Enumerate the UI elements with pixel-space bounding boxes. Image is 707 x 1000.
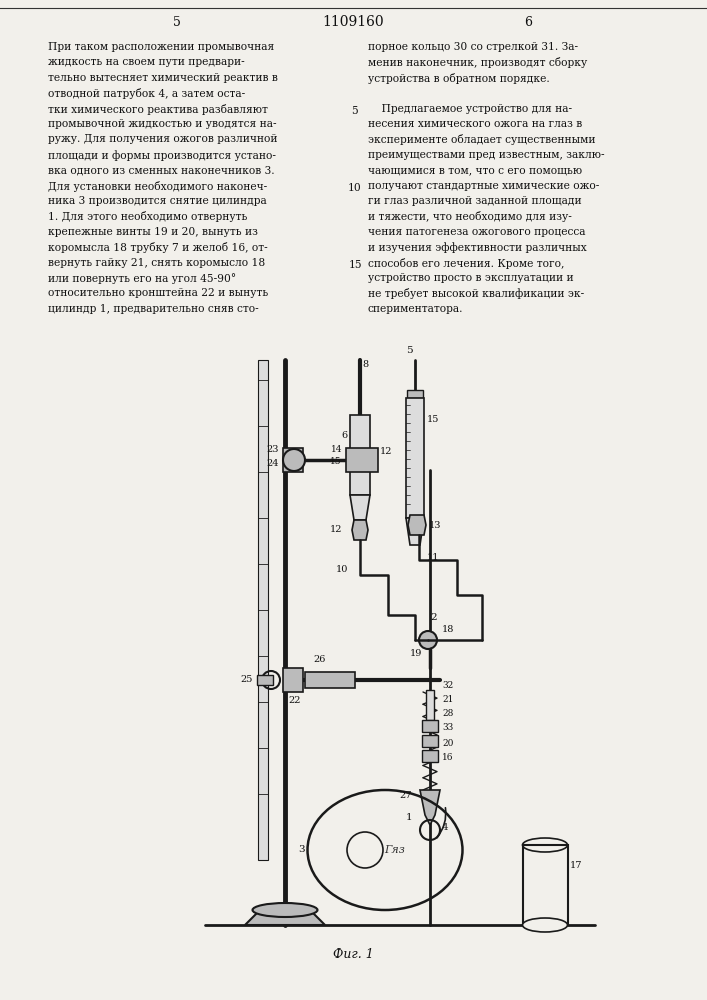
Text: тки химического реактива разбавляют: тки химического реактива разбавляют [48,104,268,115]
Text: 15: 15 [330,458,342,466]
Bar [283,448,303,472]
Text: цилиндр 1, предварительно сняв сто-: цилиндр 1, предварительно сняв сто- [48,304,259,314]
Text: Гяз: Гяз [385,845,405,855]
Text: 5: 5 [351,106,358,116]
Text: и изучения эффективности различных: и изучения эффективности различных [368,242,587,253]
Bar [283,668,303,692]
Bar [422,750,438,762]
Polygon shape [420,790,440,825]
Text: 15: 15 [427,416,439,424]
Text: Для установки необходимого наконеч-: Для установки необходимого наконеч- [48,181,267,192]
Bar [346,448,378,472]
Text: 26: 26 [314,655,326,664]
Polygon shape [352,520,368,540]
Text: 19: 19 [409,650,422,658]
Text: способов его лечения. Кроме того,: способов его лечения. Кроме того, [368,258,564,269]
Text: 28: 28 [442,710,453,718]
Polygon shape [245,910,325,925]
Bar [426,690,434,720]
Bar [406,398,424,518]
Text: 5: 5 [173,15,181,28]
Bar [257,675,273,685]
Text: 1109160: 1109160 [322,15,384,29]
Text: 25: 25 [240,676,253,684]
Text: и тяжести, что необходимо для изу-: и тяжести, что необходимо для изу- [368,211,572,222]
Bar [305,672,355,688]
Text: 1. Для этого необходимо отвернуть: 1. Для этого необходимо отвернуть [48,211,247,222]
Text: 5: 5 [407,346,413,355]
Text: 20: 20 [442,738,453,748]
Text: 12: 12 [329,526,342,534]
Polygon shape [406,518,424,545]
Text: ружу. Для получения ожогов различной: ружу. Для получения ожогов различной [48,134,278,144]
Text: 24: 24 [267,458,279,468]
Bar [258,360,268,860]
Text: устройство просто в эксплуатации и: устройство просто в эксплуатации и [368,273,573,283]
Ellipse shape [252,903,317,917]
Text: не требует высокой квалификации эк-: не требует высокой квалификации эк- [368,288,584,299]
Text: 6: 6 [342,430,348,440]
Text: устройства в обратном порядке.: устройства в обратном порядке. [368,73,550,84]
Text: эксперименте обладает существенными: эксперименте обладает существенными [368,134,595,145]
Polygon shape [408,515,426,535]
Text: преимуществами пред известным, заклю-: преимуществами пред известным, заклю- [368,150,604,160]
Text: 6: 6 [524,15,532,28]
Text: 18: 18 [442,626,455,635]
Text: При таком расположении промывочная: При таком расположении промывочная [48,42,274,52]
Text: 22: 22 [288,696,301,705]
Text: несения химического ожога на глаз в: несения химического ожога на глаз в [368,119,583,129]
Text: 32: 32 [442,682,453,690]
Text: 33: 33 [442,724,453,732]
Circle shape [419,631,437,649]
Text: вка одного из сменных наконечников 3.: вка одного из сменных наконечников 3. [48,165,274,175]
Text: вернуть гайку 21, снять коромысло 18: вернуть гайку 21, снять коромысло 18 [48,258,265,268]
Text: чающимися в том, что с его помощью: чающимися в том, что с его помощью [368,165,582,175]
Text: тельно вытесняет химический реактив в: тельно вытесняет химический реактив в [48,73,278,83]
Text: Предлагаемое устройство для на-: Предлагаемое устройство для на- [368,104,572,114]
Polygon shape [350,495,370,520]
Text: 12: 12 [380,448,392,456]
Text: коромысла 18 трубку 7 и желоб 16, от-: коромысла 18 трубку 7 и желоб 16, от- [48,242,268,253]
Text: менив наконечник, производят сборку: менив наконечник, производят сборку [368,57,588,68]
Ellipse shape [522,918,568,932]
Text: промывочной жидкостью и уводятся на-: промывочной жидкостью и уводятся на- [48,119,276,129]
Text: 8: 8 [362,360,368,369]
Text: крепежные винты 19 и 20, вынуть из: крепежные винты 19 и 20, вынуть из [48,227,258,237]
Text: 2: 2 [430,613,437,622]
Text: 27: 27 [399,790,412,800]
Text: 16: 16 [442,752,453,762]
Text: порное кольцо 30 со стрелкой 31. За-: порное кольцо 30 со стрелкой 31. За- [368,42,578,52]
Text: 14: 14 [330,446,342,454]
Text: спериментатора.: спериментатора. [368,304,464,314]
Bar [350,415,370,495]
Text: чения патогенеза ожогового процесса: чения патогенеза ожогового процесса [368,227,585,237]
Text: 11: 11 [427,552,440,562]
Text: площади и формы производится устано-: площади и формы производится устано- [48,150,276,161]
Text: 21: 21 [442,696,453,704]
Text: относительно кронштейна 22 и вынуть: относительно кронштейна 22 и вынуть [48,288,268,298]
Circle shape [283,449,305,471]
Text: жидкость на своем пути предвари-: жидкость на своем пути предвари- [48,57,245,67]
Text: 4: 4 [442,824,449,832]
Text: 10: 10 [348,183,362,193]
Bar [407,390,423,398]
Text: 10: 10 [336,566,348,574]
Text: Фиг. 1: Фиг. 1 [332,948,373,962]
Text: ника 3 производится снятие цилиндра: ника 3 производится снятие цилиндра [48,196,267,206]
Text: 3: 3 [298,846,305,854]
Text: 17: 17 [570,860,583,869]
Text: 15: 15 [348,260,362,270]
Bar [422,720,438,732]
Text: ги глаз различной заданной площади: ги глаз различной заданной площади [368,196,582,206]
Text: получают стандартные химические ожо-: получают стандартные химические ожо- [368,181,600,191]
Text: 23: 23 [267,446,279,454]
Text: или повернуть его на угол 45-90°: или повернуть его на угол 45-90° [48,273,236,284]
Text: отводной патрубок 4, а затем оста-: отводной патрубок 4, а затем оста- [48,88,245,99]
Text: 1: 1 [405,814,412,822]
Bar [422,735,438,747]
Text: 13: 13 [429,520,441,530]
Bar [523,845,568,925]
